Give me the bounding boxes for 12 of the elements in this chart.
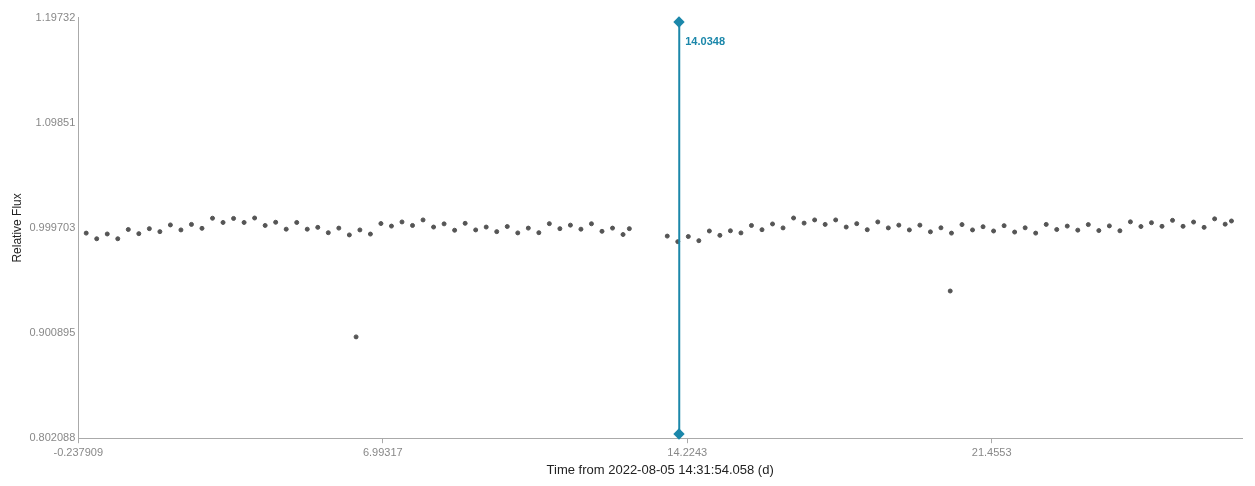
y-axis-title: Relative Flux — [9, 193, 24, 263]
y-tick-label: 0.802088 — [29, 431, 76, 444]
y-tick-label: 0.999703 — [29, 220, 76, 233]
y-tick-label: 1.19732 — [35, 10, 76, 23]
x-tick-label: 6.99317 — [362, 445, 403, 458]
x-tick-label: 21.4553 — [971, 445, 1012, 458]
x-tick-label: -0.237909 — [53, 445, 104, 458]
x-tick-label: 14.2243 — [667, 445, 708, 458]
y-tick-label: 0.900895 — [29, 326, 76, 339]
y-tick-label: 1.09851 — [35, 115, 76, 128]
x-axis-title: Time from 2022-08-05 14:31:54.058 (d) — [546, 461, 774, 477]
ref-line-label: 14.0348 — [685, 34, 726, 47]
